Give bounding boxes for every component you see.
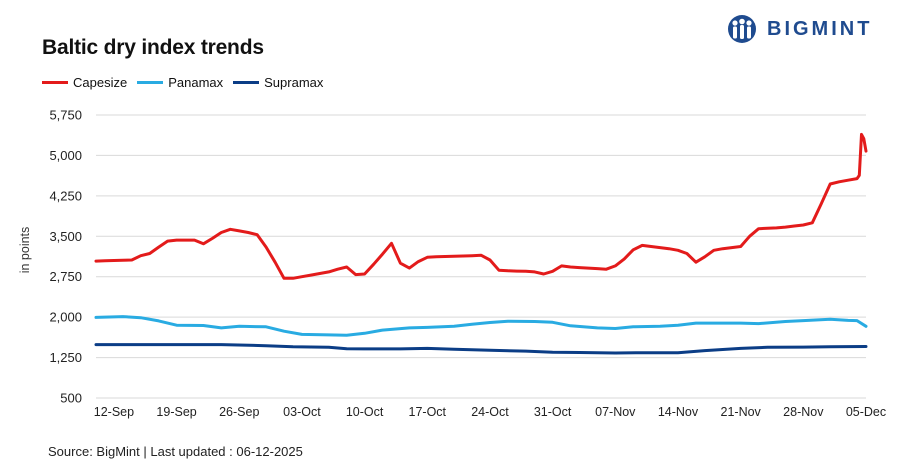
x-tick-label: 12-Sep	[94, 405, 134, 419]
x-tick-label: 17-Oct	[409, 405, 447, 419]
series-line-panamax	[94, 315, 868, 337]
y-tick-label: 1,250	[49, 350, 82, 365]
grid-lines	[96, 114, 866, 399]
y-tick-label: 3,500	[49, 229, 82, 244]
legend-swatch-supramax	[233, 81, 260, 84]
legend-label-capesize: Capesize	[73, 75, 128, 90]
legend-item-capesize: Capesize	[42, 75, 127, 90]
legend-label-panamax: Panamax	[168, 75, 224, 90]
y-tick-label: 5,000	[49, 148, 82, 163]
x-tick-label: 07-Nov	[595, 405, 636, 419]
bigmint-people-icon	[728, 15, 756, 43]
y-tick-label: 2,000	[49, 310, 82, 325]
brand-logo: BIGMINT	[725, 14, 872, 44]
legend-item-supramax: Supramax	[233, 75, 323, 90]
x-tick-label: 14-Nov	[658, 405, 699, 419]
y-tick-label: 2,750	[49, 269, 82, 284]
x-tick-label: 05-Dec	[846, 405, 886, 419]
x-tick-label: 21-Nov	[721, 405, 762, 419]
chart-legend: Capesize Panamax Supramax	[42, 75, 333, 90]
series-line-supramax	[94, 343, 868, 355]
x-tick-label: 28-Nov	[783, 405, 824, 419]
y-tick-label: 500	[60, 391, 82, 406]
x-tick-label: 03-Oct	[283, 405, 321, 419]
series-line-capesize	[94, 132, 868, 280]
y-tick-label: 5,750	[49, 108, 82, 123]
x-tick-label: 26-Sep	[219, 405, 259, 419]
series-lines	[94, 132, 868, 355]
source-note: Source: BigMint | Last updated : 06-12-2…	[48, 444, 303, 459]
x-tick-label: 19-Sep	[156, 405, 196, 419]
x-tick-label: 24-Oct	[471, 405, 509, 419]
x-axis-ticks: 12-Sep 19-Sep 26-Sep 03-Oct 10-Oct 17-Oct 24-O…	[94, 405, 886, 419]
y-axis-ticks: 5,750 5,000 4,250 3,500 2,750 2,000 1,250 500	[49, 108, 82, 406]
x-tick-label: 31-Oct	[534, 405, 572, 419]
x-tick-label: 10-Oct	[346, 405, 384, 419]
brand-name: BIGMINT	[767, 17, 873, 40]
y-tick-label: 4,250	[49, 188, 82, 203]
legend-swatch-capesize	[42, 81, 68, 84]
legend-label-supramax: Supramax	[264, 75, 324, 90]
legend-item-panamax: Panamax	[137, 75, 223, 90]
legend-swatch-panamax	[137, 81, 164, 84]
chart-title: Baltic dry index trends	[42, 36, 264, 59]
